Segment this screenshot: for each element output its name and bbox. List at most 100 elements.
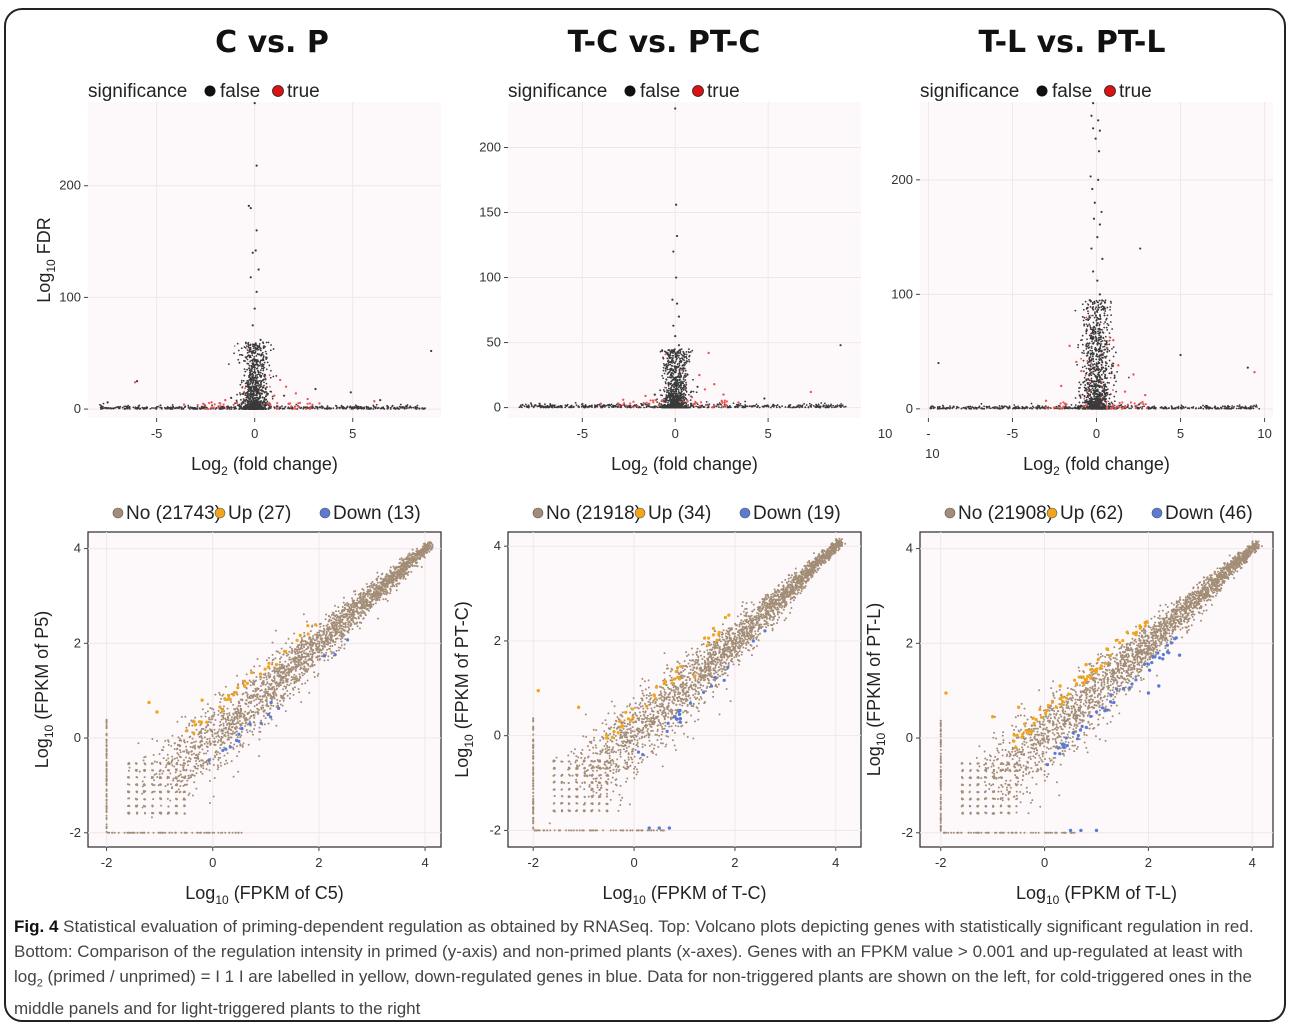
point-not-significant — [1104, 335, 1107, 338]
point-not-significant — [260, 383, 262, 386]
point-significant — [1112, 389, 1114, 391]
point-baseline — [228, 407, 231, 410]
point-not-significant — [1087, 310, 1089, 313]
point-baseline — [1032, 406, 1035, 409]
point-not-significant — [1094, 328, 1097, 330]
point-not-significant — [1114, 351, 1117, 354]
point-not-significant — [1081, 401, 1084, 404]
point-baseline — [763, 404, 766, 407]
point-not-significant — [1099, 346, 1102, 348]
point-not-significant — [671, 298, 674, 301]
point-baseline — [831, 406, 833, 409]
point-not-significant — [265, 393, 268, 396]
point-not-significant — [668, 349, 670, 351]
point-not-significant — [263, 381, 265, 384]
point-baseline — [173, 407, 176, 409]
data-points — [518, 107, 847, 409]
point-baseline — [818, 406, 821, 409]
point-no — [177, 788, 180, 791]
point-baseline — [175, 406, 178, 409]
point-significant — [202, 402, 205, 405]
point-baseline — [985, 407, 988, 409]
point-baseline — [647, 404, 650, 407]
point-not-significant — [262, 355, 265, 358]
point-not-significant — [251, 405, 254, 408]
point-not-significant — [258, 396, 261, 399]
point-baseline — [744, 404, 747, 406]
point-baseline — [1239, 407, 1242, 410]
point-not-significant — [240, 403, 243, 406]
point-baseline — [729, 406, 732, 409]
point-not-significant — [672, 376, 675, 379]
point-not-significant — [1097, 150, 1101, 153]
point-not-significant — [1092, 329, 1095, 331]
point-baseline — [1016, 407, 1019, 410]
point-baseline — [740, 404, 742, 407]
point-not-significant — [266, 361, 269, 364]
point-not-significant — [265, 404, 268, 407]
point-not-significant — [671, 393, 674, 396]
point-significant — [210, 401, 213, 404]
point-not-significant — [538, 402, 541, 405]
point-baseline — [594, 404, 597, 407]
point-not-significant — [674, 402, 677, 405]
point-not-significant — [1091, 349, 1093, 352]
point-baseline — [311, 405, 314, 408]
point-baseline — [1180, 404, 1183, 407]
point-not-significant — [249, 356, 252, 359]
point-significant — [1118, 406, 1121, 409]
point-not-significant — [1081, 334, 1084, 337]
point-not-significant — [1090, 391, 1093, 394]
point-not-significant — [261, 387, 264, 389]
point-not-significant — [1086, 325, 1089, 328]
point-significant — [308, 402, 312, 405]
point-not-significant — [258, 353, 261, 356]
y-tick-label: 0 — [494, 400, 501, 415]
point-baseline — [812, 404, 815, 407]
point-baseline — [372, 408, 375, 410]
point-baseline — [228, 406, 231, 409]
title-c-vs-p: C vs. P — [215, 25, 329, 60]
point-baseline — [949, 406, 952, 409]
point-not-significant — [1085, 329, 1088, 332]
point-baseline — [338, 407, 341, 410]
point-baseline — [839, 404, 842, 407]
point-baseline — [119, 405, 122, 408]
point-not-significant — [664, 363, 667, 366]
point-significant — [294, 407, 298, 410]
point-baseline — [377, 406, 380, 409]
point-baseline — [1195, 407, 1197, 409]
point-baseline — [544, 406, 547, 408]
point-baseline — [936, 406, 939, 408]
point-not-significant — [1095, 299, 1098, 302]
point-baseline — [182, 407, 185, 410]
point-not-significant — [261, 392, 263, 395]
point-not-significant — [252, 388, 255, 391]
point-not-significant — [237, 358, 240, 361]
point-not-significant — [1098, 306, 1101, 309]
point-not-significant — [1104, 364, 1107, 367]
point-baseline — [703, 406, 706, 408]
point-not-significant — [254, 249, 257, 252]
point-not-significant — [1099, 343, 1102, 346]
point-not-significant — [250, 365, 253, 368]
point-not-significant — [253, 390, 256, 392]
point-baseline — [1037, 404, 1039, 407]
point-not-significant — [244, 394, 247, 396]
point-not-significant — [1101, 406, 1104, 408]
point-baseline — [412, 406, 415, 409]
point-not-significant — [667, 400, 670, 402]
point-not-significant — [695, 391, 698, 394]
point-not-significant — [674, 368, 677, 370]
point-baseline — [983, 405, 985, 408]
point-baseline — [398, 408, 401, 410]
point-not-significant — [669, 395, 672, 398]
point-baseline — [1160, 406, 1163, 409]
point-significant — [1062, 401, 1065, 404]
point-baseline — [281, 407, 284, 410]
point-not-significant — [250, 368, 253, 371]
point-baseline — [352, 407, 354, 410]
point-baseline — [372, 404, 375, 407]
point-not-significant — [246, 393, 249, 396]
point-not-significant — [662, 366, 665, 369]
